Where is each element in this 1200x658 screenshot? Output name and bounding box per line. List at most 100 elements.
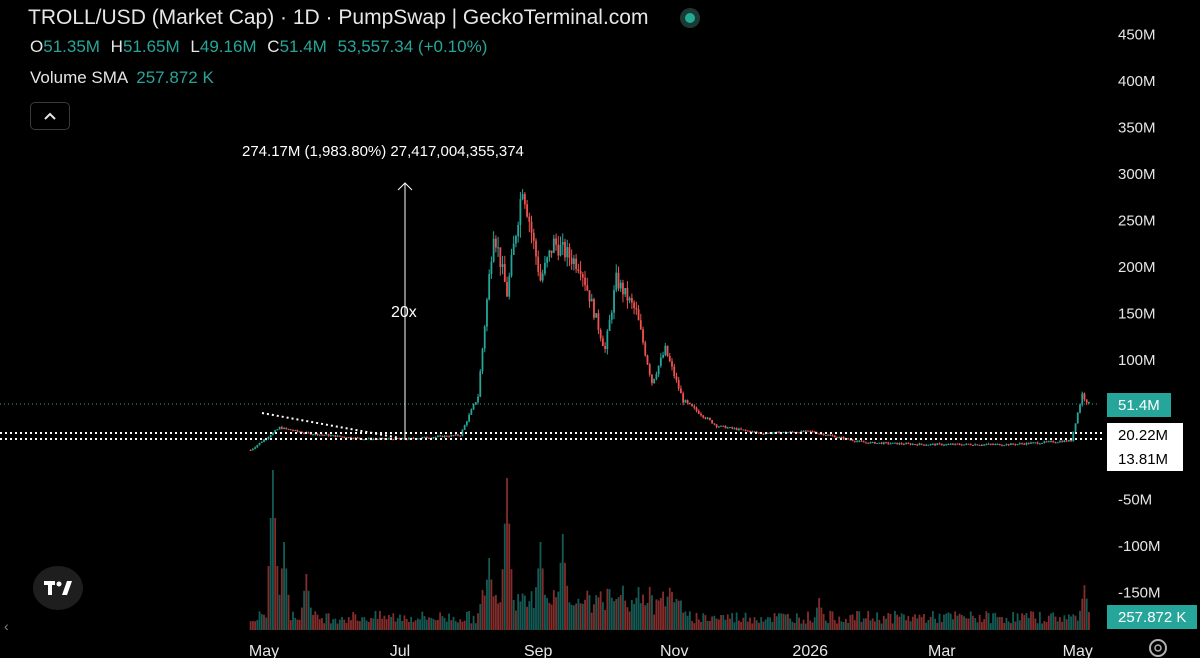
volume-bar: [969, 611, 972, 630]
scroll-left-icon[interactable]: ‹: [4, 618, 9, 634]
volume-bar: [321, 617, 323, 630]
candle-body: [958, 443, 961, 445]
candle-body: [887, 442, 890, 444]
volume-bar: [459, 619, 462, 630]
candle-body: [292, 430, 294, 432]
volume-bar: [305, 574, 308, 630]
candle-body: [1059, 441, 1061, 443]
candle-body: [1088, 402, 1090, 404]
volume-bar: [902, 614, 905, 630]
candle-body: [579, 270, 582, 275]
candle-body: [332, 435, 335, 437]
status-dot-icon: [680, 8, 701, 28]
candle-body: [985, 444, 988, 446]
candle-body: [575, 258, 578, 270]
volume-bar: [555, 597, 557, 630]
y-tick-label: 350M: [1118, 120, 1156, 137]
candle-body: [396, 438, 399, 440]
collapse-legend-button[interactable]: [30, 102, 70, 130]
volume-bar: [260, 614, 263, 630]
volume-bar: [742, 617, 745, 630]
candle-body: [1041, 442, 1043, 444]
candle-body: [622, 282, 624, 295]
candle-body: [1016, 444, 1019, 446]
volume-bar: [680, 600, 682, 630]
candle-body: [920, 443, 923, 445]
volume-bar: [1085, 598, 1088, 630]
volume-bar: [916, 618, 919, 630]
candle-body: [323, 434, 326, 436]
volume-bar: [472, 615, 475, 630]
volume-bar: [579, 603, 582, 630]
volume-bar: [503, 523, 506, 630]
candle-body: [423, 436, 426, 438]
volume-bar: [717, 619, 720, 630]
candle-body: [361, 438, 363, 440]
candle-body: [490, 261, 493, 275]
volume-bar: [414, 620, 417, 630]
volume-bar: [1009, 623, 1012, 630]
volume-bar: [1043, 621, 1046, 630]
volume-bar: [448, 613, 450, 630]
volume-bar: [862, 618, 865, 630]
candle-body: [512, 243, 515, 255]
candle-body: [316, 433, 319, 436]
volume-bar: [488, 558, 491, 630]
volume-bar: [639, 603, 642, 630]
candle-body: [1018, 443, 1021, 445]
volume-bar: [905, 620, 907, 630]
volume-bar: [1079, 610, 1081, 630]
candle-body: [532, 232, 535, 241]
volume-bar: [450, 620, 453, 630]
volume-bar: [845, 618, 847, 630]
volume-bar: [804, 623, 807, 630]
candle-body: [428, 437, 430, 439]
candle-body: [1056, 442, 1059, 444]
candle-body: [457, 434, 459, 436]
volume-bar: [706, 620, 709, 630]
volume-bar: [813, 617, 816, 630]
candle-body: [590, 299, 593, 302]
tradingview-logo-icon[interactable]: [33, 566, 83, 610]
volume-bar: [1036, 623, 1039, 630]
candle-body: [483, 326, 486, 349]
candle-body: [994, 444, 997, 446]
volume-bar: [544, 594, 546, 630]
candle-body: [898, 443, 901, 445]
volume-bar: [521, 593, 524, 630]
volume-bar: [938, 613, 941, 630]
candle-body: [753, 431, 756, 433]
volume-bar: [666, 596, 669, 630]
volume-bar: [1003, 622, 1006, 630]
y-tick-label: -150M: [1118, 584, 1161, 601]
candle-body: [497, 247, 499, 249]
downtrend-line: [261, 412, 401, 439]
candle-body: [1054, 442, 1057, 444]
y-tick-label: 450M: [1118, 27, 1156, 44]
volume-bar: [374, 610, 377, 630]
settings-icon[interactable]: [1149, 639, 1167, 657]
high-key: H: [110, 37, 123, 56]
candle-body: [289, 429, 292, 431]
volume-bar: [856, 611, 858, 630]
volume-bar: [541, 568, 544, 630]
candle-body: [392, 439, 395, 441]
volume-bar: [1032, 611, 1035, 630]
volume-bar: [474, 623, 477, 630]
candle-body: [586, 285, 589, 291]
volume-bar: [289, 620, 292, 630]
candle-body: [347, 437, 350, 439]
level2-badge: [1107, 447, 1183, 471]
price-axis[interactable]: 450M 400M 350M 300M 250M 200M 150M 100M -50M -100…: [1118, 27, 1161, 602]
volume-bar: [809, 620, 812, 630]
volume-bar: [753, 617, 756, 630]
candle-body: [325, 434, 328, 436]
volume-bar: [849, 615, 852, 630]
volume-bar: [588, 595, 591, 630]
candle-body: [1007, 444, 1010, 446]
time-axis[interactable]: May Jul Sep Nov 2026 Mar May: [249, 643, 1093, 658]
volume-bar: [918, 614, 921, 630]
volume-bar: [702, 613, 705, 630]
candle-body: [617, 272, 620, 289]
